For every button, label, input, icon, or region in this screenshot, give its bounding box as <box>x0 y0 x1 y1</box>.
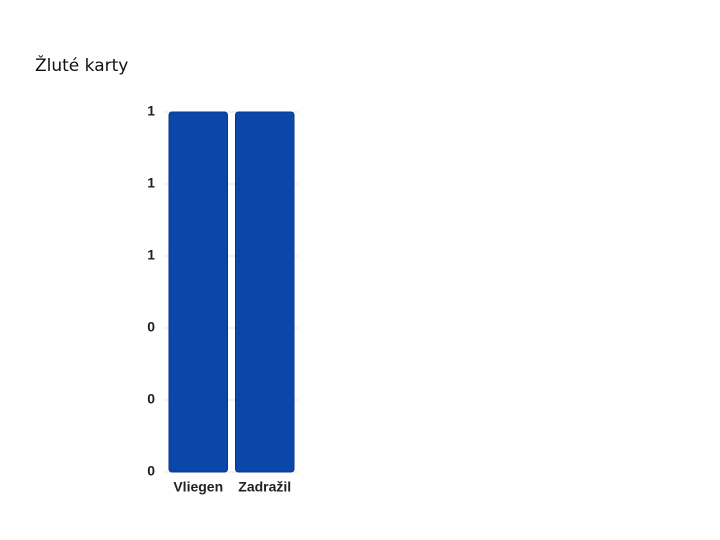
y-tick-label: 1 <box>147 247 155 263</box>
bar <box>168 111 229 473</box>
y-tick-label: 0 <box>147 391 155 407</box>
chart-title: Žluté karty <box>35 54 128 76</box>
y-tick-label: 0 <box>147 463 155 479</box>
y-tick-label: 0 <box>147 319 155 335</box>
y-tick-label: 1 <box>147 103 155 119</box>
bar <box>234 111 295 473</box>
x-tick-label: Zadražil <box>238 479 291 495</box>
y-tick-label: 1 <box>147 175 155 191</box>
x-tick-label: Vliegen <box>173 479 223 495</box>
